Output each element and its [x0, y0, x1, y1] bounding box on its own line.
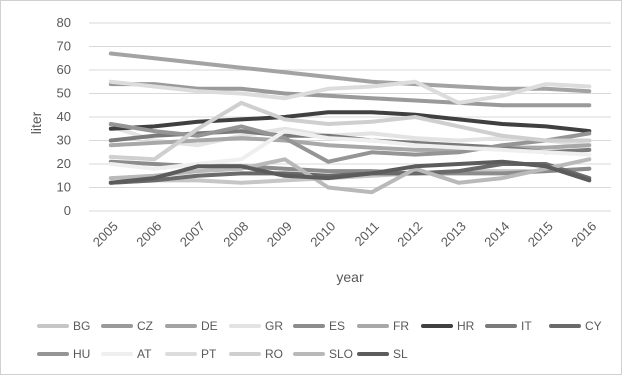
legend-label-cy: CY	[585, 319, 602, 333]
series-line-de	[108, 51, 592, 94]
series-line-sl	[108, 159, 592, 185]
y-tick-label: 30	[57, 133, 71, 148]
x-tick-label: 2005	[90, 219, 121, 250]
y-axis-title: liter	[28, 111, 44, 134]
legend-label-bg: BG	[73, 319, 90, 333]
y-tick-label: 0	[64, 203, 71, 218]
series-line-pt	[108, 79, 592, 105]
x-tick-label: 2009	[264, 219, 295, 250]
y-tick-labels: 0 10 20 30 40 50 60 70 80	[57, 15, 71, 218]
legend-label-de: DE	[201, 319, 218, 333]
legend-label-hr: HR	[457, 319, 475, 333]
y-tick-label: 40	[57, 109, 71, 124]
legend-label-pt: PT	[201, 347, 217, 361]
x-tick-label: 2006	[133, 219, 164, 250]
y-tick-label: 70	[57, 39, 71, 54]
gridlines	[89, 22, 611, 212]
legend-label-es: ES	[329, 319, 345, 333]
y-tick-label: 60	[57, 62, 71, 77]
legend-label-cz: CZ	[137, 319, 153, 333]
series-line-cz	[108, 82, 592, 108]
legend-label-at: AT	[137, 347, 152, 361]
legend-label-slo: SLO	[329, 347, 353, 361]
x-tick-labels: 2005 2006 2007 2008 2009 2010 2011 2012 2013 2014…	[90, 219, 600, 250]
x-tick-label: 2011	[351, 219, 381, 249]
x-tick-label: 2010	[307, 219, 338, 250]
series-line-ro	[108, 100, 592, 162]
y-tick-label: 10	[57, 180, 71, 195]
x-tick-label: 2014	[481, 219, 512, 250]
legend-label-gr: GR	[265, 319, 283, 333]
x-tick-label: 2012	[394, 219, 425, 250]
series-lines	[108, 51, 592, 195]
series-line-at	[108, 129, 592, 171]
legend-label-fr: FR	[393, 319, 409, 333]
legend-label-hu: HU	[73, 347, 90, 361]
y-tick-label: 50	[57, 86, 71, 101]
legend: BG CZ DE GR ES FR HR IT CY HU AT PT RO SLO SL	[37, 319, 602, 361]
x-tick-label: 2013	[438, 219, 469, 250]
x-axis-title: year	[336, 269, 364, 285]
series-line-hr	[108, 110, 592, 134]
series-line-slo	[108, 157, 592, 195]
y-tick-label: 20	[57, 156, 71, 171]
x-tick-label: 2015	[525, 219, 556, 250]
legend-label-it: IT	[521, 319, 532, 333]
x-tick-label: 2007	[177, 219, 208, 250]
x-tick-label: 2016	[568, 219, 599, 250]
legend-label-sl: SL	[393, 347, 408, 361]
legend-label-ro: RO	[265, 347, 283, 361]
y-tick-label: 80	[57, 15, 71, 30]
x-tick-label: 2008	[220, 219, 251, 250]
